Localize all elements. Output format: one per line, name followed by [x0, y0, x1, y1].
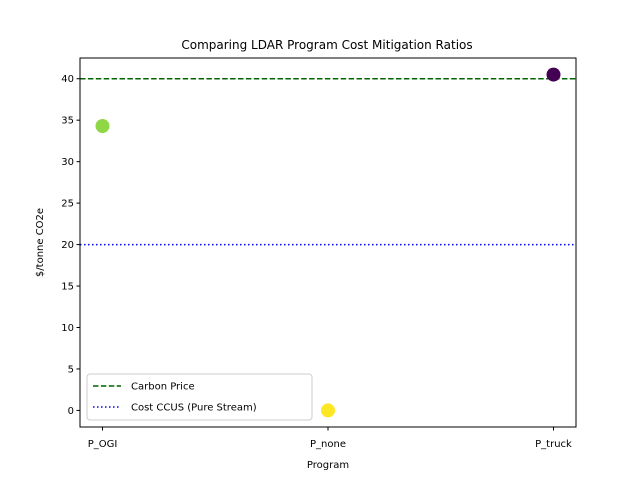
y-tick-label: 25 [61, 199, 74, 210]
x-axis-ticks: P_OGI P_none P_truck [88, 427, 572, 450]
y-tick-label: 10 [61, 323, 74, 334]
chart-title: Comparing LDAR Program Cost Mitigation R… [181, 38, 472, 52]
y-axis-label: $/tonne CO2e [35, 208, 46, 277]
data-point [95, 118, 110, 133]
legend-box [86, 373, 313, 421]
legend-label: Cost CCUS (Pure Stream) [131, 403, 257, 414]
data-points [95, 67, 561, 418]
y-tick-label: 15 [61, 282, 74, 293]
x-tick-label: P_none [310, 439, 346, 450]
legend: Carbon Price Cost CCUS (Pure Stream) [86, 373, 313, 421]
x-tick-label: P_truck [535, 439, 572, 450]
y-tick-label: 30 [61, 157, 74, 168]
y-axis-ticks: 0 5 10 15 20 25 30 35 40 [61, 74, 80, 417]
y-tick-label: 0 [68, 406, 74, 417]
y-tick-label: 35 [61, 116, 74, 127]
data-point [321, 403, 335, 418]
plot-frame [79, 57, 577, 428]
y-tick-label: 20 [61, 240, 74, 251]
reference-lines [80, 77, 576, 246]
y-tick-label: 5 [68, 364, 74, 375]
x-tick-label: P_OGI [88, 439, 118, 450]
legend-label: Carbon Price [131, 382, 195, 393]
data-point [546, 67, 561, 82]
y-tick-label: 40 [61, 74, 74, 85]
x-axis-label: Program [307, 460, 349, 471]
